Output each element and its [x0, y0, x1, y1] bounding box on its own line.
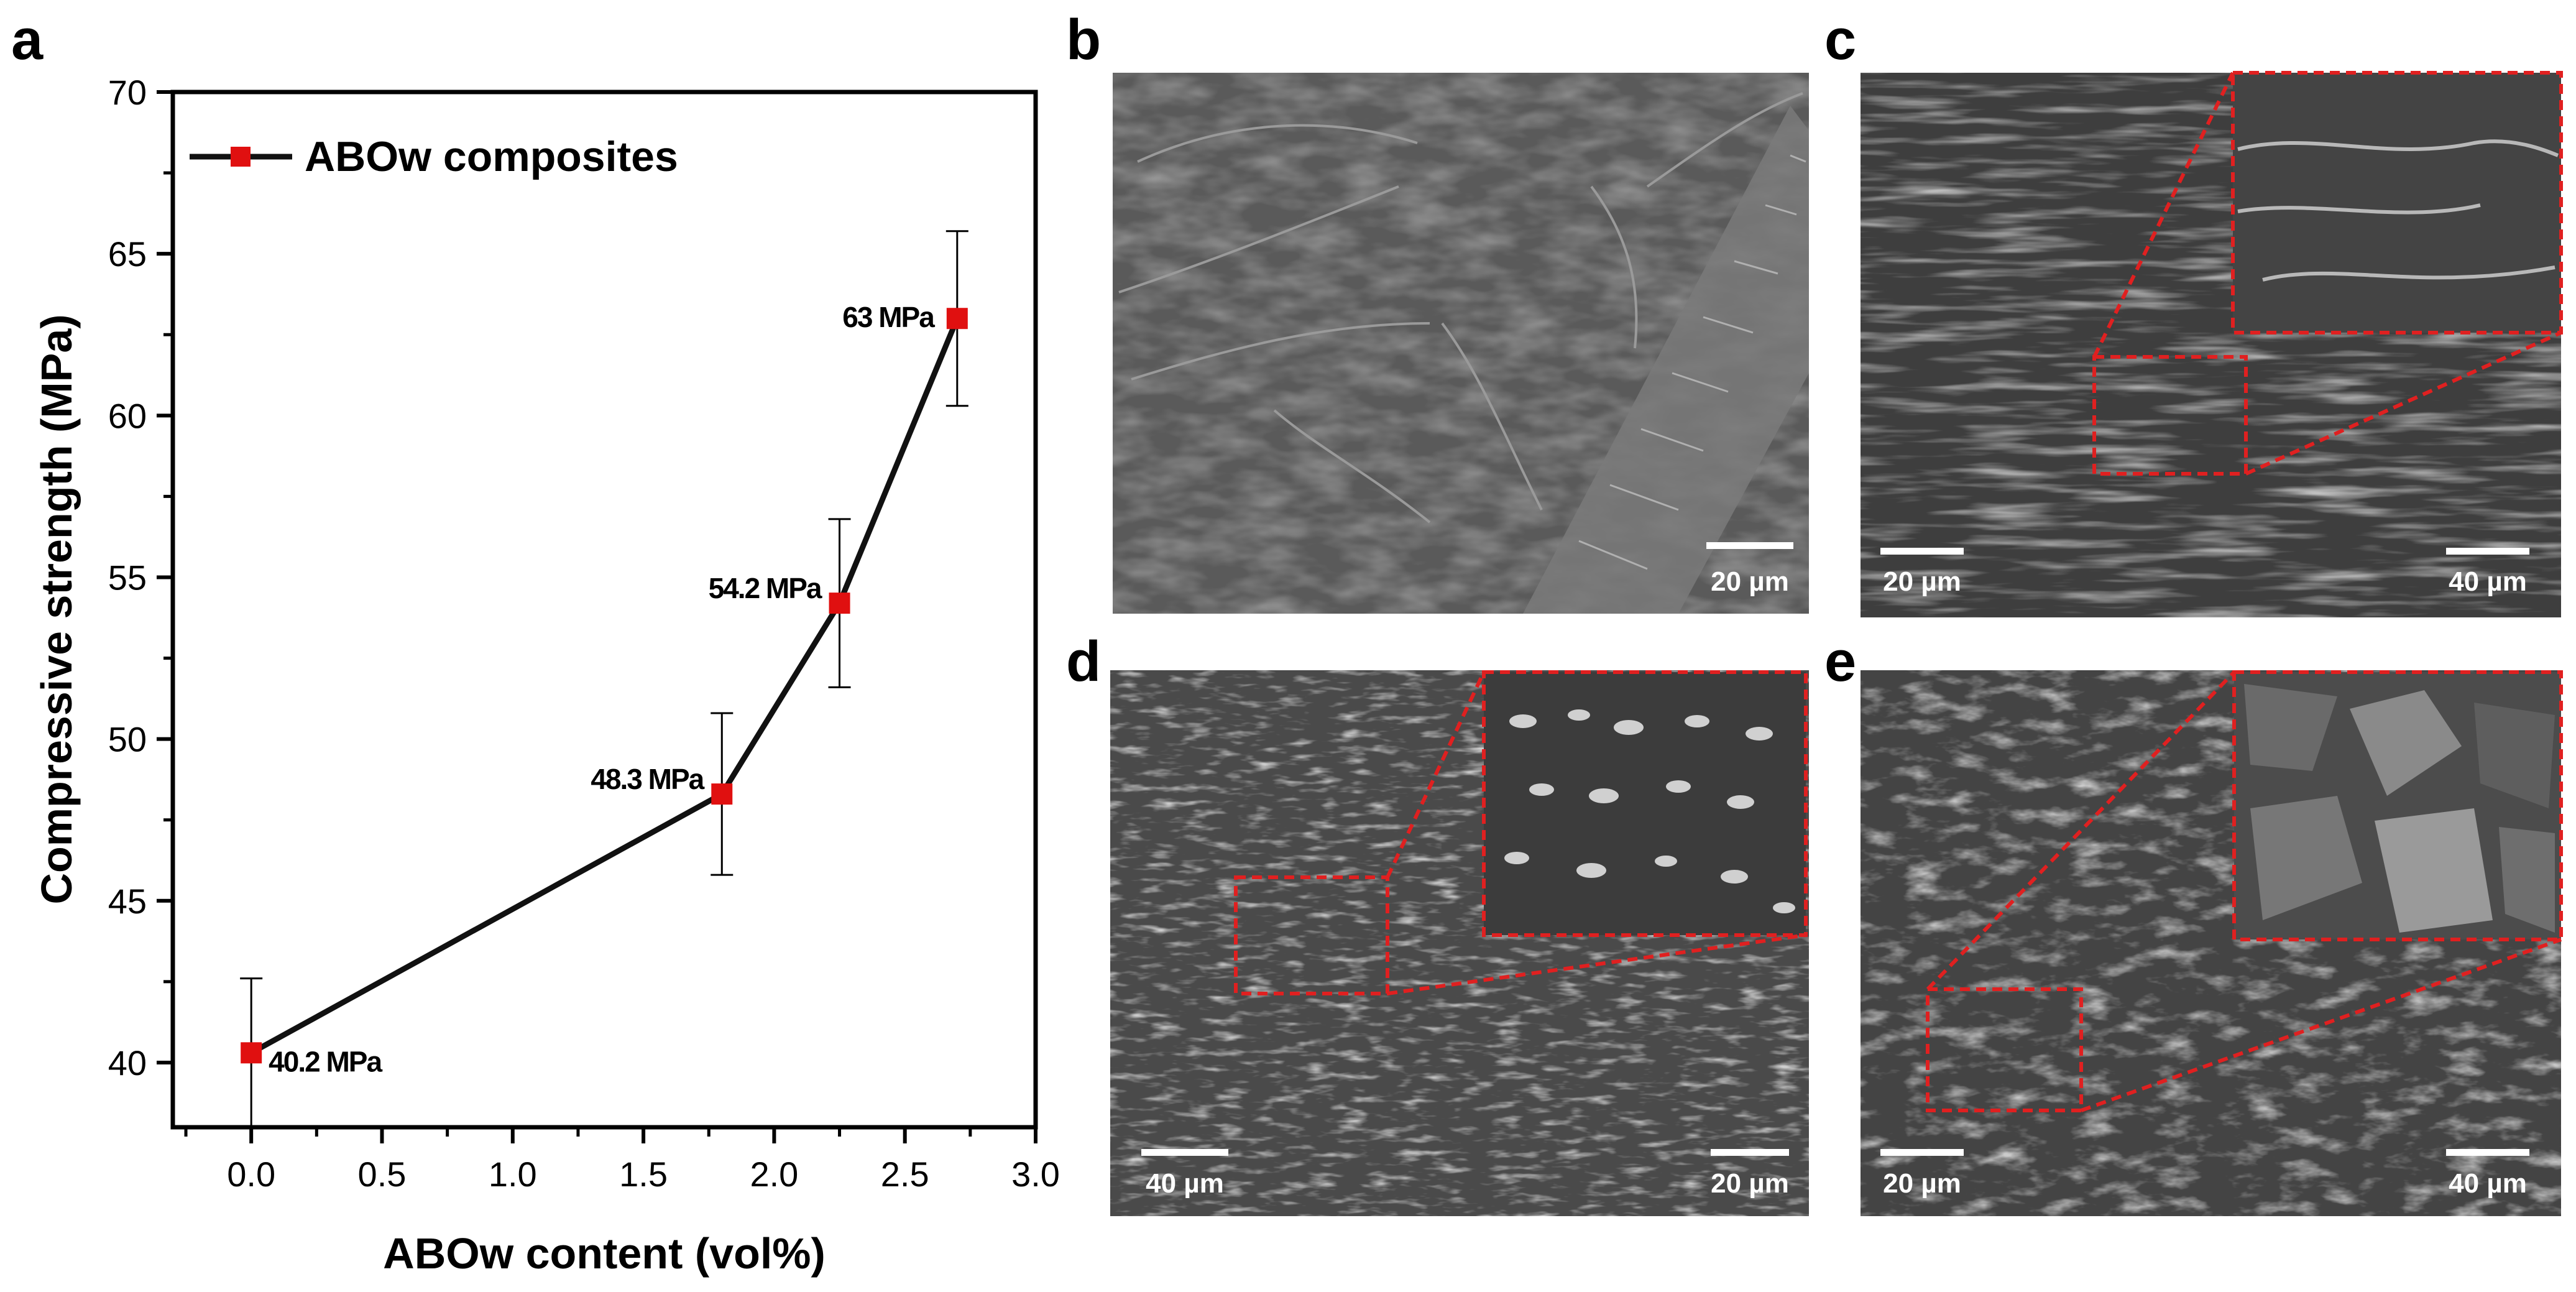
panel-letter-c: c — [1824, 8, 1856, 72]
inset-texture-e — [2244, 684, 2555, 933]
scale-bar-d-left — [1141, 1149, 1228, 1156]
data-point — [946, 308, 968, 330]
x-axis-label: ABOw content (vol%) — [383, 1229, 826, 1278]
y-tick-label: 45 — [108, 882, 147, 921]
x-tick-label: 1.0 — [489, 1155, 537, 1194]
y-tick-label: 65 — [108, 234, 147, 274]
zoom-callout-d — [1234, 670, 1808, 995]
scale-label-c-right: 40 µm — [2449, 566, 2527, 597]
scale-bar-c-right — [2446, 548, 2529, 555]
sem-panel-c: c 20 µm 40 µm — [1824, 8, 2563, 617]
ridge-hatching-b — [1578, 154, 1806, 570]
panel-letter-d: d — [1066, 630, 1101, 693]
fracture-features-b — [1118, 92, 1803, 524]
y-axis-ticks: 40 45 50 55 60 65 70 — [108, 73, 173, 1082]
sem-panel-b: b 20 µm — [1066, 8, 1809, 614]
data-point — [711, 783, 733, 805]
inset-texture-c — [2237, 139, 2559, 282]
zoom-callout-c — [2092, 71, 2563, 476]
scale-bar-b — [1706, 542, 1793, 549]
sem-panel-e: e 20 µm 40 µm — [1824, 630, 2563, 1216]
y-tick-label: 60 — [108, 396, 147, 435]
data-point — [241, 1042, 262, 1064]
panel-letter-b: b — [1066, 8, 1101, 72]
compressive-strength-chart: a 0.0 0.5 1.0 1.5 2.0 2.5 3.0 40 45 50 55 60 65 70 A… — [11, 8, 1060, 1278]
legend-marker — [231, 147, 251, 167]
data-point — [829, 593, 850, 614]
data-label: 48.3 MPa — [591, 763, 704, 795]
scale-bar-d-right — [1711, 1149, 1789, 1156]
x-tick-label: 3.0 — [1011, 1155, 1060, 1194]
panel-letter-e: e — [1824, 630, 1856, 693]
y-tick-label: 50 — [108, 720, 147, 759]
y-axis-label: Compressive strength (MPa) — [32, 314, 81, 904]
x-tick-label: 0.0 — [227, 1155, 275, 1194]
scale-label-e-right: 40 µm — [2449, 1168, 2527, 1199]
scale-bar-c-left — [1880, 548, 1964, 555]
ridge-feature-b — [1523, 106, 1809, 614]
scale-label-d-left: 40 µm — [1146, 1168, 1224, 1199]
data-label: 54.2 MPa — [709, 572, 822, 604]
zoom-inset-d — [1484, 672, 1806, 935]
inset-texture-d — [1504, 709, 1795, 913]
data-label: 63 MPa — [842, 301, 935, 333]
scale-label-e-left: 20 µm — [1883, 1168, 1961, 1199]
x-tick-label: 2.0 — [750, 1155, 798, 1194]
x-tick-label: 2.5 — [881, 1155, 929, 1194]
y-tick-label: 70 — [108, 73, 147, 112]
panel-letter-a: a — [11, 8, 44, 72]
zoom-inset-c — [2233, 73, 2561, 333]
scale-label-d-right: 20 µm — [1711, 1168, 1789, 1199]
chart-legend: ABOw composites — [190, 133, 678, 180]
scale-bar-e-right — [2446, 1149, 2529, 1156]
y-tick-label: 55 — [108, 558, 147, 597]
plot-frame — [170, 90, 1038, 1130]
legend-label: ABOw composites — [305, 133, 678, 180]
zoom-callout-e — [1926, 670, 2563, 1112]
scale-bar-e-left — [1880, 1149, 1964, 1156]
data-label: 40.2 MPa — [269, 1045, 382, 1077]
x-tick-label: 1.5 — [619, 1155, 668, 1194]
sem-panel-d: d 40 µm 20 µm — [1066, 630, 1809, 1216]
y-tick-label: 40 — [108, 1043, 147, 1082]
data-series: 40.2 MPa 48.3 MPa 54.2 MPa 63 MPa — [240, 230, 968, 1128]
scale-label-c-left: 20 µm — [1883, 566, 1961, 597]
scale-label-b: 20 µm — [1711, 566, 1789, 597]
x-tick-label: 0.5 — [358, 1155, 407, 1194]
series-line — [250, 317, 960, 1056]
x-axis-ticks: 0.0 0.5 1.0 1.5 2.0 2.5 3.0 — [184, 1127, 1060, 1194]
